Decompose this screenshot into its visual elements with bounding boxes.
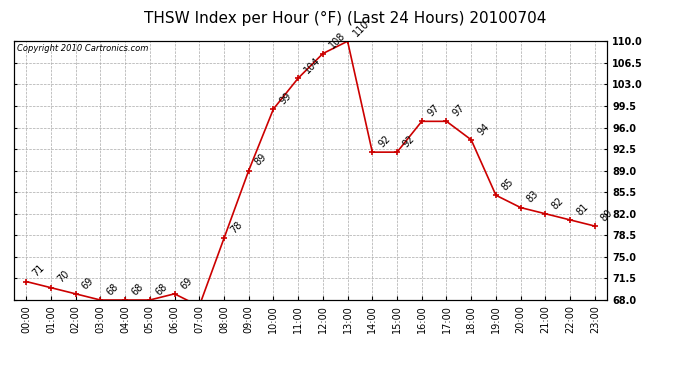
Text: 108: 108 — [327, 31, 347, 51]
Text: 97: 97 — [426, 103, 442, 118]
Text: 68: 68 — [154, 282, 170, 297]
Text: 99: 99 — [277, 90, 293, 106]
Text: 70: 70 — [55, 269, 71, 285]
Text: 85: 85 — [500, 177, 516, 192]
Text: Copyright 2010 Cartronics.com: Copyright 2010 Cartronics.com — [17, 44, 148, 53]
Text: 83: 83 — [525, 189, 540, 205]
Text: 68: 68 — [104, 282, 120, 297]
Text: 92: 92 — [377, 134, 393, 149]
Text: 80: 80 — [599, 207, 615, 223]
Text: 110: 110 — [352, 18, 372, 39]
Text: 69: 69 — [80, 275, 95, 291]
Text: 81: 81 — [574, 201, 590, 217]
Text: 68: 68 — [129, 282, 145, 297]
Text: 89: 89 — [253, 152, 268, 168]
Text: 97: 97 — [451, 103, 466, 118]
Text: 69: 69 — [179, 275, 195, 291]
Text: 104: 104 — [302, 56, 322, 75]
Text: 82: 82 — [549, 195, 565, 211]
Text: 67: 67 — [0, 374, 1, 375]
Text: THSW Index per Hour (°F) (Last 24 Hours) 20100704: THSW Index per Hour (°F) (Last 24 Hours)… — [144, 11, 546, 26]
Text: 78: 78 — [228, 220, 244, 236]
Text: 92: 92 — [401, 134, 417, 149]
Text: 71: 71 — [30, 263, 46, 279]
Text: 94: 94 — [475, 121, 491, 137]
